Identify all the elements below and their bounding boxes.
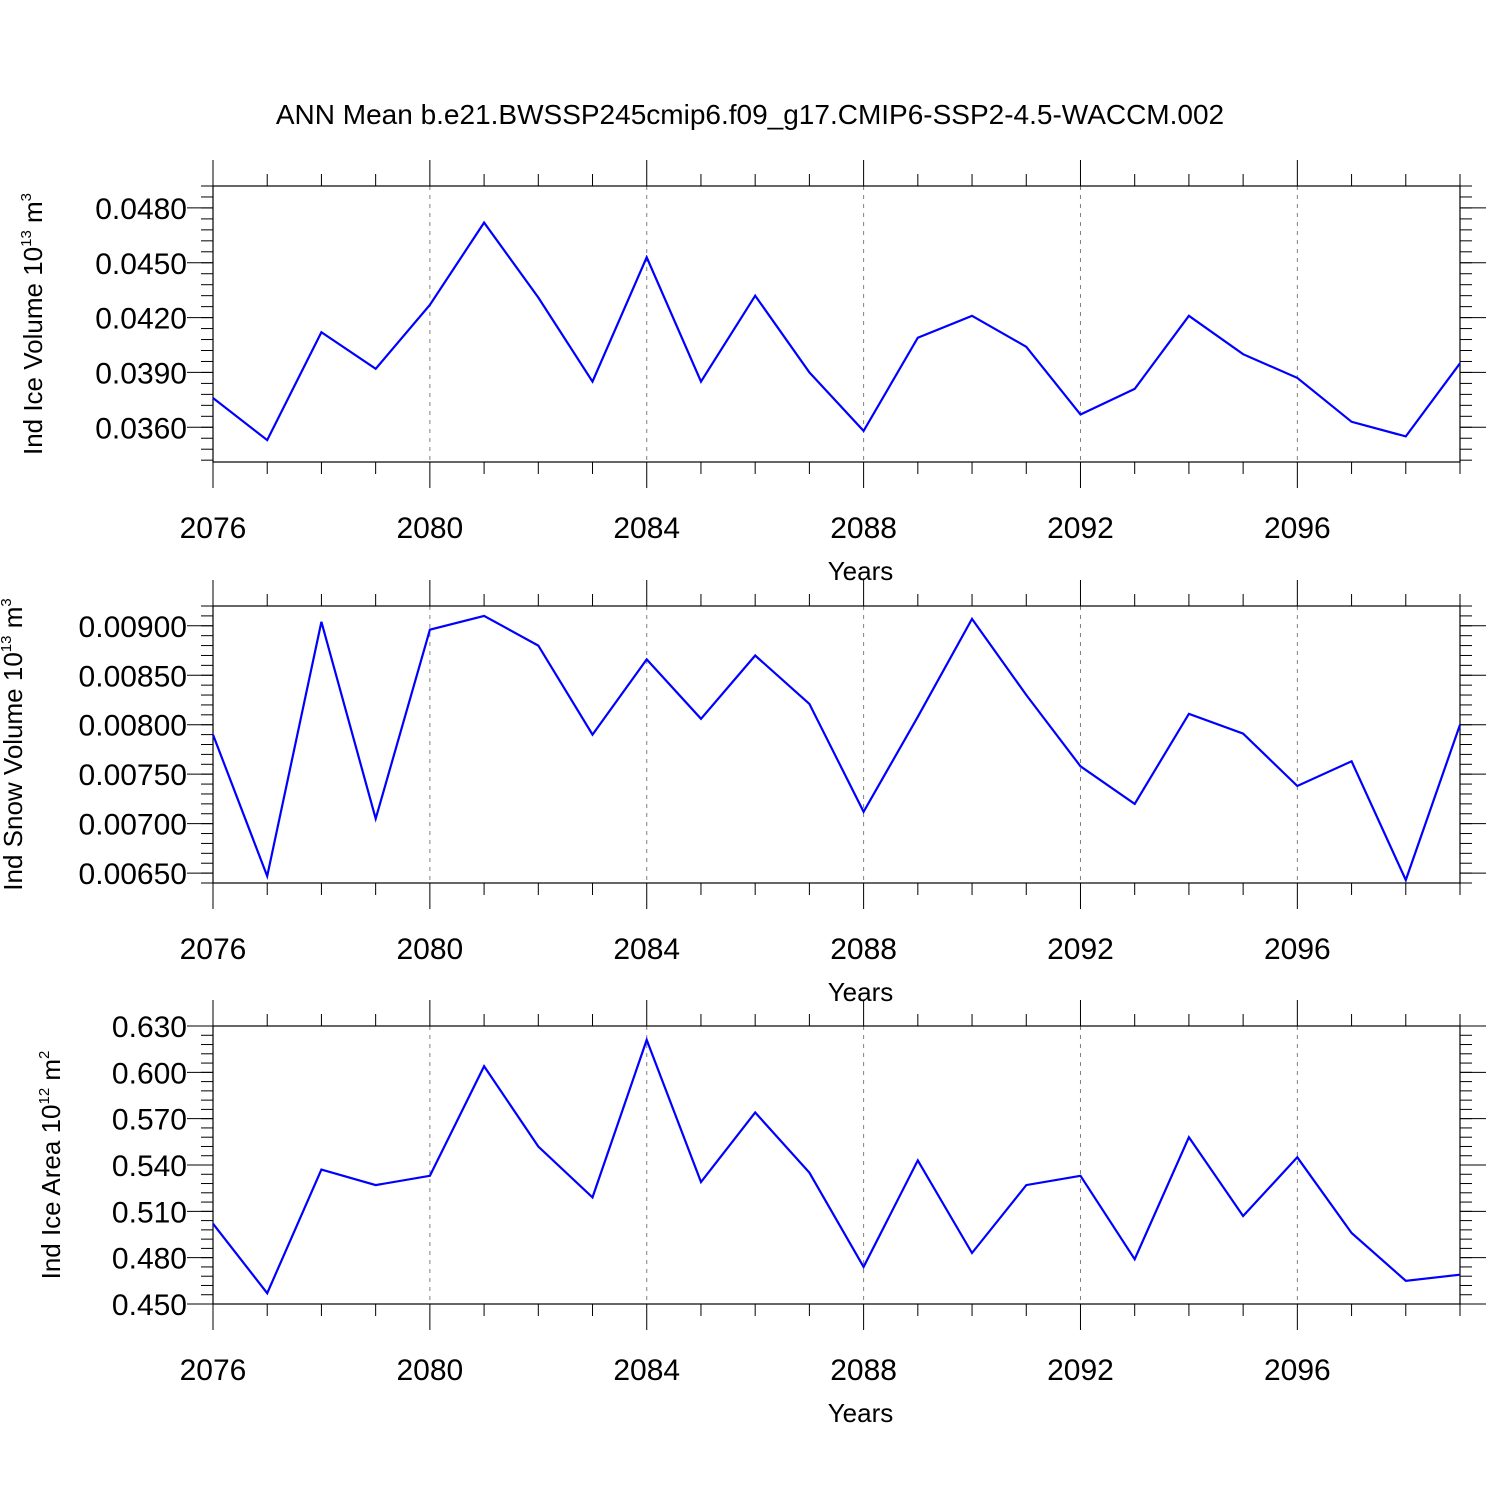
x-tick-label: 2088 [830,512,897,545]
plot-frame [212,605,1461,884]
y-tick-label: 0.630 [112,1011,187,1044]
x-axis-title: Years [828,977,894,1007]
x-tick-label: 2096 [1264,1354,1331,1387]
y-tick-label: 0.00700 [79,809,187,842]
y-tick-label: 0.00650 [79,858,187,891]
x-axis-title: Years [828,556,894,586]
x-tick-label: 2080 [396,933,463,966]
y-axis-title: Ind Ice Volume 1013 m3 [18,193,48,455]
x-tick-label: 2096 [1264,512,1331,545]
y-tick-label: 0.0480 [95,193,187,226]
x-tick-label: 2080 [396,1354,463,1387]
y-tick-label: 0.0360 [95,412,187,445]
y-tick-label: 0.480 [112,1243,187,1276]
series-line [211,614,1462,883]
y-tick-label: 0.600 [112,1057,187,1090]
y-tick-label: 0.510 [112,1196,187,1229]
y-tick-label: 0.540 [112,1150,187,1183]
x-tick-label: 2084 [613,512,680,545]
x-axis-title: Years [828,1398,894,1428]
y-tick-label: 0.0390 [95,357,187,390]
x-tick-label: 2076 [180,512,247,545]
x-tick-label: 2096 [1264,933,1331,966]
panel-3: 2076 2080 2084 2088 2092 2096 0.450 0.480 0.510 0… [36,1000,1486,1428]
y-axis-title: Ind Ice Area 1012 m2 [36,1051,66,1280]
x-tick-label: 2076 [180,1354,247,1387]
y-tick-label: 0.0420 [95,303,187,336]
x-tick-label: 2084 [613,1354,680,1387]
x-tick-label: 2092 [1047,933,1114,966]
chart-title: ANN Mean b.e21.BWSSP245cmip6.f09_g17.CMI… [276,99,1224,130]
x-tick-label: 2088 [830,933,897,966]
x-tick-label: 2080 [396,512,463,545]
y-tick-label: 0.0450 [95,248,187,281]
x-tick-label: 2092 [1047,512,1114,545]
y-axis-title: Ind Snow Volume 1013 m3 [0,598,28,890]
x-tick-label: 2084 [613,933,680,966]
x-tick-label: 2092 [1047,1354,1114,1387]
series-line [212,1036,1461,1296]
y-tick-label: 0.00900 [79,611,187,644]
y-tick-label: 0.450 [112,1289,187,1322]
panel-2: 2076 2080 2084 2088 2092 2096 0.00650 0.00700 0.… [0,580,1486,1007]
panel-1: 2076 2080 2084 2088 2092 2096 0.0360 0.0390 0.04… [18,160,1486,586]
y-tick-label: 0.570 [112,1104,187,1137]
plot-frame [212,1025,1461,1305]
y-tick-label: 0.00750 [79,759,187,792]
x-tick-label: 2076 [180,933,247,966]
y-tick-label: 0.00850 [79,660,187,693]
series-line [212,220,1461,442]
plot-frame [212,185,1461,463]
x-tick-label: 2088 [830,1354,897,1387]
y-tick-label: 0.00800 [79,710,187,743]
